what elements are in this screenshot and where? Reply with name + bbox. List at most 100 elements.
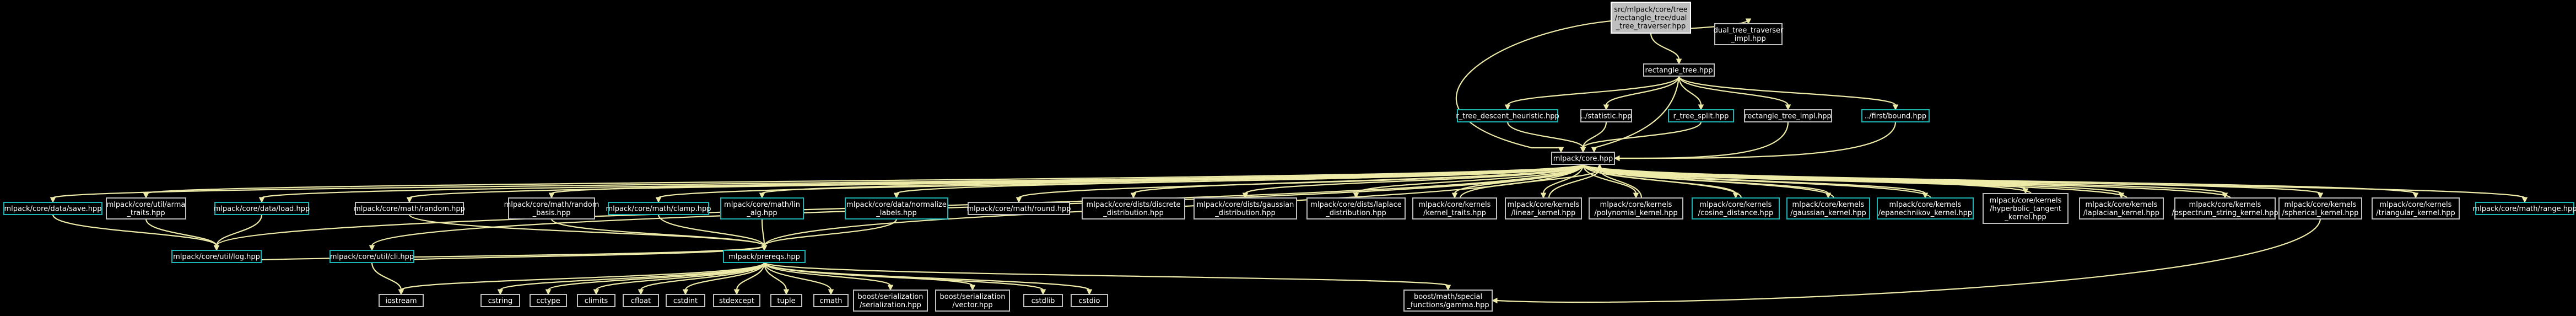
- edge-pspectrum_string-to-core-arrowhead: [1596, 163, 1603, 170]
- edge-math_lin_alg-to-prereqs-line: [761, 218, 765, 247]
- node-label-line: mlpack/core/kernels: [1700, 201, 1772, 209]
- edge-data_load-to-util_log-arrowhead: [213, 245, 220, 251]
- node-statistic: ../statistic.hpp: [1580, 109, 1632, 122]
- node-box: [623, 294, 659, 307]
- node-box: [1643, 63, 1715, 77]
- node-r-tree-split[interactable]: r_tree_split.hpp: [1668, 109, 1734, 122]
- node-util-log[interactable]: mlpack/core/util/log.hpp: [171, 250, 262, 263]
- node-label-line: cstring: [488, 297, 512, 306]
- node-cctype: cctype: [530, 294, 567, 307]
- node-label-line: mlpack/core/kernels: [2189, 201, 2261, 209]
- edge-prereqs-to-cctype: [545, 262, 765, 296]
- node-epanechnikov-kernel[interactable]: mlpack/core/kernels/epanechnikov_kernel.…: [1877, 197, 1974, 219]
- edge-prereqs-to-boost_serialization_vector-arrowhead: [969, 285, 976, 291]
- node-label-line: /hyperbolic_tangent: [1990, 205, 2061, 213]
- node-data-normalize[interactable]: mlpack/core/data/normalize_labels.hpp: [845, 197, 948, 219]
- node-stdexcept: stdexcept: [713, 294, 760, 307]
- node-box: [1744, 109, 1832, 122]
- node-cosine-distance[interactable]: mlpack/core/kernels/cosine_distance.hpp: [1692, 197, 1780, 219]
- node-label-line: mlpack/core.hpp: [1553, 155, 1613, 163]
- node-label-line: /pspectrum_string_kernel.hpp: [2172, 209, 2278, 217]
- node-dists-laplace: mlpack/core/dists/laplace_distribution.h…: [1306, 197, 1406, 219]
- node-box: [577, 294, 615, 307]
- node-box: [713, 294, 760, 307]
- node-label-line: /gaussian_kernel.hpp: [1790, 209, 1866, 217]
- edge-prereqs-to-iostream-arrowhead: [398, 289, 404, 296]
- edge-root-to-core-line: [1455, 20, 1612, 149]
- node-polynomial-kernel: mlpack/core/kernels/polynomial_kernel.hp…: [1589, 197, 1683, 219]
- edge-prereqs-to-cfloat: [638, 262, 765, 296]
- node-label-line: mlpack/core/util/log.hpp: [173, 253, 260, 261]
- node-math-clamp[interactable]: mlpack/core/math/clamp.hpp: [606, 202, 711, 215]
- node-box: [720, 197, 804, 219]
- node-label-line: _distribution.hpp: [1103, 209, 1163, 217]
- node-label-line: /cosine_distance.hpp: [1698, 209, 1774, 217]
- node-label-line: mlpack/core/dists/discrete: [1087, 201, 1181, 209]
- edge-rectangle_tree-to-r_tree_descent-line: [1506, 76, 1680, 106]
- node-label-line: _basis.hpp: [532, 209, 571, 217]
- node-dists-gaussian: mlpack/core/dists/gaussian_distribution.…: [1194, 197, 1297, 219]
- node-core: mlpack/core.hpp: [1551, 152, 1615, 165]
- edge-util_cli-to-iostream-line: [371, 262, 402, 291]
- node-box: [1580, 109, 1632, 122]
- edge-core-to-dists_discrete: [1130, 163, 1584, 199]
- edge-first_bound-to-core-line: [1618, 121, 1897, 159]
- node-math-lin-alg[interactable]: mlpack/core/math/lin_alg.hpp: [720, 197, 804, 219]
- node-label-line: /linear_kernel.hpp: [1511, 209, 1576, 217]
- node-label-line: cmath: [819, 297, 842, 306]
- node-label-line: r_tree_split.hpp: [1673, 113, 1729, 121]
- edge-rectangle_tree_impl-to-core-line: [1618, 121, 1789, 159]
- node-dual-impl: dual_tree_traverser_impl.hpp: [1714, 23, 1784, 45]
- node-box: [1071, 294, 1108, 307]
- node-cmath: cmath: [813, 294, 849, 307]
- node-prereqs[interactable]: mlpack/prereqs.hpp: [723, 250, 806, 263]
- node-label-line: mlpack/core/kernels: [2380, 201, 2452, 209]
- node-data-load[interactable]: mlpack/core/data/load.hpp: [214, 202, 310, 215]
- edge-prereqs-to-tuple-line: [763, 262, 787, 291]
- node-label-line: mlpack/core/math/lin: [724, 201, 800, 209]
- node-label-line: rectangle_tree.hpp: [1645, 67, 1713, 75]
- node-box: [1023, 294, 1063, 307]
- node-label-line: iostream: [385, 297, 417, 306]
- edge-core-to-util_arma_traits-arrowhead: [143, 192, 149, 199]
- edge-core-to-math_random_basis: [548, 163, 1584, 199]
- edge-prereqs-to-cstdint-line: [684, 262, 765, 291]
- node-label-line: dual_tree_traverser: [1714, 26, 1784, 35]
- node-util-cli[interactable]: mlpack/core/util/cli.hpp: [330, 250, 414, 263]
- edge-rectangle_tree_impl-to-core: [1613, 121, 1789, 162]
- edge-root-to-rectangle_tree-arrowhead: [1676, 58, 1682, 65]
- edge-prereqs-to-cstdio-arrowhead: [1086, 289, 1093, 296]
- edge-prereqs-to-climits: [593, 262, 765, 296]
- edge-spherical_kernel-to-boost_math_gamma-arrowhead: [1491, 297, 1498, 304]
- node-box: [1457, 109, 1558, 122]
- node-first-bound[interactable]: ../first/bound.hpp: [1861, 109, 1930, 122]
- node-label-line: mlpack/core/data/save.hpp: [4, 205, 101, 213]
- edge-data_load-to-util_log: [213, 214, 263, 251]
- node-hyperbolic-tangent: mlpack/core/kernels/hyperbolic_tangent_k…: [1983, 193, 2069, 224]
- edge-rectangle_tree-to-r_tree_descent-arrowhead: [1504, 104, 1511, 111]
- node-math-range[interactable]: mlpack/core/math/range.hpp: [2472, 202, 2576, 215]
- node-label-line: mlpack/core/data/normalize: [846, 201, 947, 209]
- edge-prereqs-to-boost_serialization_serialization-line: [763, 262, 892, 287]
- node-math-random-basis: mlpack/core/math/random_basis.hpp: [504, 197, 600, 219]
- edge-core-to-math_lin_alg-arrowhead: [759, 192, 765, 199]
- node-box: [1306, 197, 1406, 219]
- node-label-line: /rectangle_tree/dual: [1615, 14, 1687, 23]
- edge-rectangle_tree-to-rectangle_tree_impl: [1678, 76, 1791, 111]
- node-label-line: mlpack/core/math/random: [504, 201, 600, 209]
- edge-prereqs-to-cmath: [763, 262, 834, 296]
- edge-util_arma_traits-to-util_log-line: [145, 218, 218, 247]
- edge-linear_kernel-to-core-line: [1548, 168, 1601, 199]
- edge-data_load-to-util_log-line: [215, 214, 263, 247]
- node-box: [845, 197, 948, 219]
- node-boost-math-gamma: boost/math/special_functions/gamma.hpp: [1403, 290, 1493, 312]
- node-gaussian-kernel[interactable]: mlpack/core/kernels/gaussian_kernel.hpp: [1786, 197, 1870, 219]
- node-cstdint: cstdint: [666, 294, 705, 307]
- edge-core-to-triangular_kernel-arrowhead: [2412, 192, 2419, 199]
- edge-prereqs-to-tuple-arrowhead: [783, 289, 790, 296]
- node-data-save[interactable]: mlpack/core/data/save.hpp: [3, 202, 102, 215]
- node-r-tree-descent[interactable]: r_tree_descent_heuristic.hpp: [1456, 109, 1559, 122]
- edge-rectangle_tree-to-rectangle_tree_impl-arrowhead: [1785, 104, 1791, 111]
- node-iostream: iostream: [379, 294, 424, 307]
